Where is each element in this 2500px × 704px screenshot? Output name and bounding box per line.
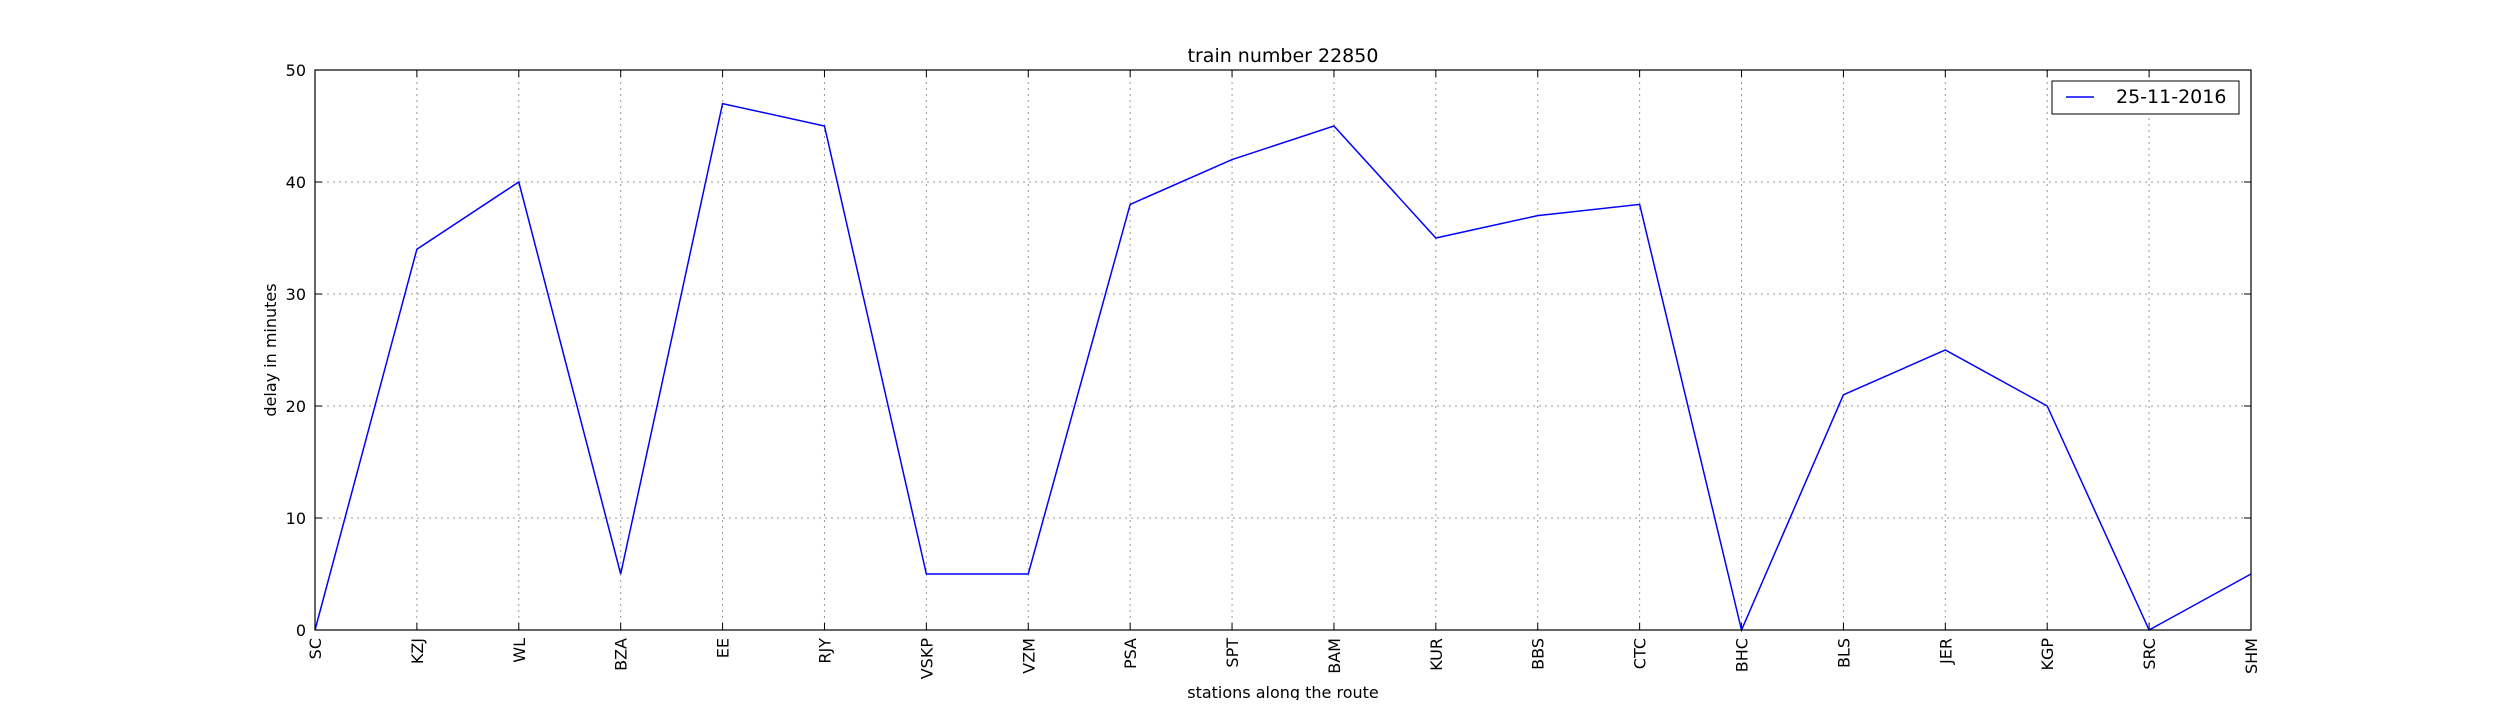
x-tick-label: BHC (1733, 638, 1752, 672)
x-tick-label: BBS (1529, 638, 1548, 670)
x-tick-label: WL (510, 638, 529, 663)
data-point (924, 572, 928, 576)
data-point (1536, 214, 1540, 218)
plot-area-frame (314, 69, 2252, 631)
legend-label: 25-11-2016 (2116, 86, 2226, 108)
x-axis-label: stations along the route (1187, 683, 1379, 700)
x-tick-label: SC (306, 638, 325, 659)
data-point (1230, 158, 1234, 162)
x-tick-label: KUR (1427, 638, 1446, 671)
x-tick-label: VZM (1019, 638, 1038, 674)
data-point (1026, 572, 1030, 576)
data-point (822, 124, 826, 128)
y-tick-label: 0 (296, 621, 306, 640)
legend: 25-11-2016 (2051, 80, 2240, 115)
x-tick-label: JER (1936, 638, 1955, 665)
chart-title: train number 22850 (1188, 45, 1379, 67)
y-tick-label: 10 (286, 509, 306, 528)
data-point (415, 247, 419, 251)
data-point (2045, 404, 2049, 408)
x-tick-label: BZA (612, 638, 631, 671)
y-tick-label: 20 (286, 397, 306, 416)
data-point (1332, 124, 1336, 128)
x-tick-label: KGP (2038, 638, 2057, 671)
x-tick-label: RJY (815, 638, 834, 664)
x-tick-label: SPT (1223, 638, 1242, 668)
y-tick-label: 40 (286, 173, 306, 192)
x-tick-label: VSKP (917, 638, 936, 680)
x-tick-label: BAM (1325, 638, 1344, 674)
series-line (314, 102, 2252, 633)
x-tick-label: CTC (1631, 638, 1650, 669)
data-point (1638, 202, 1642, 206)
x-tick-label: EE (714, 638, 733, 658)
data-point (517, 180, 521, 184)
data-point (1128, 202, 1132, 206)
data-point (1841, 393, 1845, 397)
data-point (721, 102, 725, 106)
x-tick-label: BLS (1834, 638, 1853, 668)
x-tick-label: SHM (2242, 638, 2261, 674)
y-tick-label: 30 (286, 285, 306, 304)
y-tick-label: 50 (286, 61, 306, 80)
y-axis-label: delay in minutes (261, 283, 280, 416)
x-tick-label: SRC (2140, 638, 2159, 670)
data-point (619, 572, 623, 576)
data-point (1943, 348, 1947, 352)
data-point (1434, 236, 1438, 240)
x-tick-label: PSA (1121, 638, 1140, 669)
x-tick-label: KZJ (408, 638, 427, 664)
